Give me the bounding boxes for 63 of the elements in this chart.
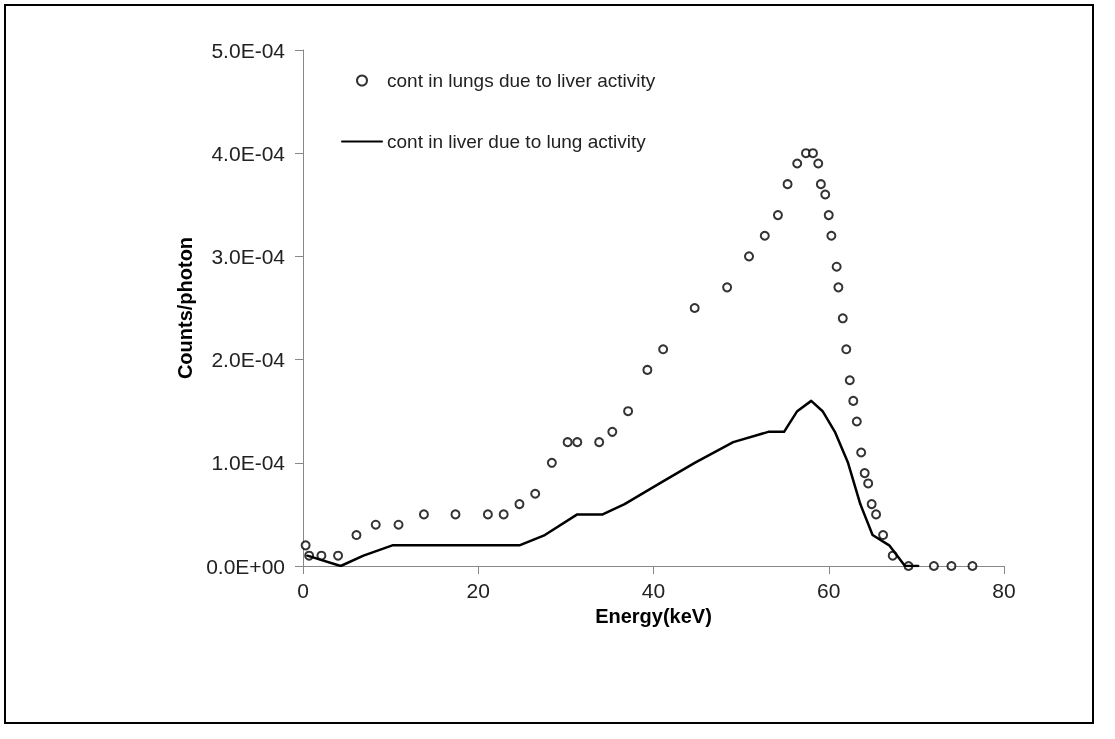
point	[833, 282, 844, 293]
point	[863, 478, 874, 489]
point	[928, 561, 939, 571]
point	[300, 540, 311, 551]
point	[351, 530, 362, 541]
point	[562, 437, 573, 448]
point	[807, 148, 818, 159]
point	[546, 457, 557, 468]
point	[744, 251, 755, 262]
x-tick-label: 40	[641, 579, 666, 602]
point	[333, 550, 344, 561]
point	[823, 210, 834, 221]
point	[759, 230, 770, 241]
point	[393, 519, 404, 530]
point	[689, 303, 700, 313]
point	[642, 364, 653, 375]
point	[859, 468, 870, 479]
point	[815, 179, 826, 190]
point	[831, 261, 842, 272]
point	[866, 499, 877, 510]
point	[967, 561, 978, 571]
x-tick-label: 80	[992, 579, 1016, 602]
point	[772, 210, 783, 221]
point	[844, 375, 855, 386]
point	[856, 447, 867, 458]
point	[851, 416, 862, 427]
point	[878, 530, 889, 541]
x-tick-label: 60	[817, 579, 841, 602]
point	[722, 282, 733, 293]
legend-label: cont in liver due to lung activity	[387, 131, 647, 152]
legend-label: cont in lungs due to liver activity	[387, 70, 656, 91]
x-tick-label: 20	[466, 579, 490, 602]
point	[530, 488, 541, 499]
y-tick-label: 5.0E-04	[211, 38, 286, 62]
point	[418, 509, 429, 520]
point	[946, 561, 957, 571]
point	[826, 230, 837, 241]
point	[370, 519, 381, 530]
point	[514, 499, 525, 510]
point	[594, 437, 605, 448]
y-tick-label: 1.0E-04	[211, 451, 286, 475]
x-axis-title: Energy(keV)	[595, 605, 712, 627]
point	[841, 344, 852, 355]
point	[498, 509, 509, 520]
point	[813, 158, 824, 169]
point	[623, 406, 634, 417]
point	[450, 509, 461, 520]
y-axis-title: Counts/photon	[174, 236, 197, 380]
point	[607, 426, 618, 437]
point	[820, 189, 831, 200]
point	[837, 313, 848, 324]
point	[792, 158, 803, 169]
point	[782, 179, 793, 190]
y-tick-label: 4.0E-04	[211, 141, 286, 165]
point	[871, 509, 882, 520]
point	[572, 437, 583, 448]
y-tick-label: 0.0E+00	[206, 554, 285, 578]
x-tick-label: 0	[297, 579, 309, 602]
point	[482, 509, 493, 520]
point	[848, 395, 859, 406]
point	[658, 344, 669, 355]
y-tick-label: 3.0E-04	[211, 244, 286, 268]
y-tick-label: 2.0E-04	[211, 348, 286, 372]
